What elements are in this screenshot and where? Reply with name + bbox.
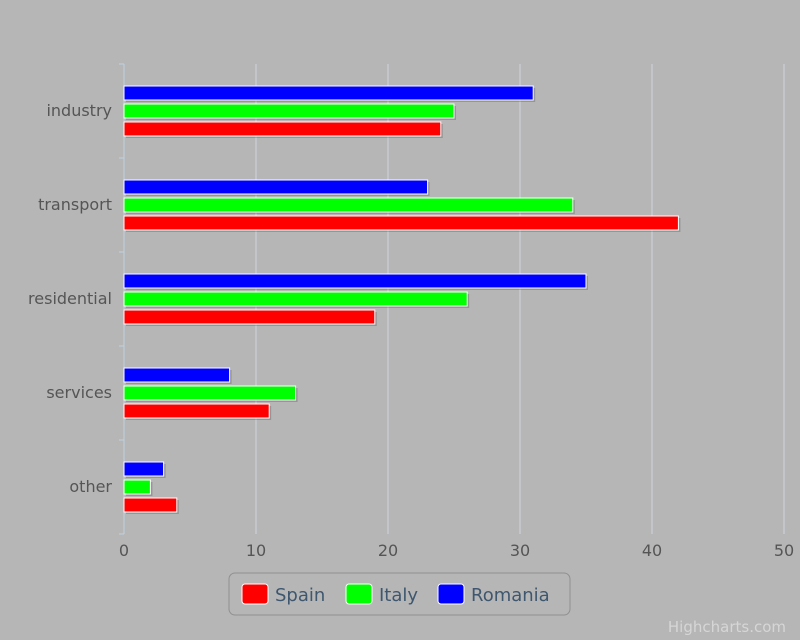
bar <box>123 179 429 195</box>
axis-labels: 0 10 20 30 40 50 industry transport residential s… <box>28 101 794 560</box>
bar <box>123 215 679 231</box>
legend-box <box>228 572 571 616</box>
credits-link[interactable]: Highcharts.com <box>668 618 786 636</box>
bar <box>123 103 455 119</box>
bar <box>123 367 231 383</box>
x-tick-label: 0 <box>119 541 129 560</box>
bar <box>123 85 534 101</box>
category-label: services <box>46 383 112 402</box>
x-tick-label: 50 <box>774 541 794 560</box>
legend-item[interactable]: Italy <box>345 583 418 606</box>
legend-swatch <box>345 583 373 605</box>
legend-label: Romania <box>471 585 550 606</box>
bar <box>123 385 297 401</box>
legend-item[interactable]: Spain <box>241 583 325 606</box>
axes <box>119 63 125 535</box>
bar <box>123 403 270 419</box>
gridlines <box>255 64 785 534</box>
legend-swatch <box>437 583 465 605</box>
bar <box>123 197 574 213</box>
bar <box>123 309 376 325</box>
bar <box>123 461 165 477</box>
bar <box>123 291 468 307</box>
legend-label: Italy <box>379 585 418 606</box>
category-label: industry <box>46 101 112 120</box>
x-tick-label: 20 <box>378 541 398 560</box>
bar <box>123 479 151 495</box>
bar <box>123 497 178 513</box>
bars <box>123 85 681 514</box>
category-label: other <box>69 477 112 496</box>
x-tick-label: 10 <box>246 541 266 560</box>
legend: Spain Italy Romania <box>228 572 571 616</box>
legend-label: Spain <box>275 585 325 606</box>
x-tick-label: 40 <box>642 541 662 560</box>
category-label: transport <box>38 195 112 214</box>
legend-item[interactable]: Romania <box>437 583 550 606</box>
category-label: residential <box>28 289 112 308</box>
x-tick-label: 30 <box>510 541 530 560</box>
legend-swatch <box>241 583 269 605</box>
bar <box>123 273 587 289</box>
bar <box>123 121 442 137</box>
